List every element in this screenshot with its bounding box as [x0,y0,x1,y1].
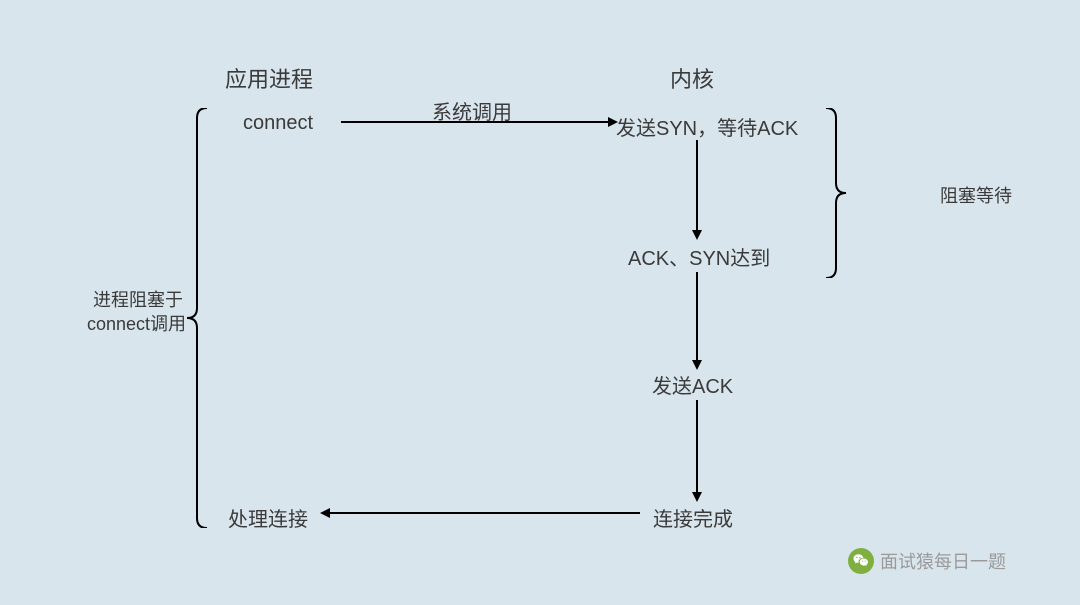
arrow-a5 [330,512,640,514]
wechat-icon [848,548,874,574]
diagram-canvas: 应用进程内核connect系统调用发送SYN，等待ACKACK、SYN达到发送A… [0,0,1080,605]
node-conn_done: 连接完成 [653,503,733,532]
node-kernel_title: 内核 [670,62,714,94]
node-send_syn_wait_ack: 发送SYN，等待ACK [616,112,798,141]
arrow-head-a3 [692,360,702,370]
watermark: 面试猿每日一题 [848,548,1006,574]
arrow-head-a2 [692,230,702,240]
arrow-a3 [696,272,698,360]
node-send_ack: 发送ACK [652,370,733,399]
arrow-a1 [341,121,608,123]
node-app_process_title: 应用进程 [225,62,313,94]
arrow-head-a4 [692,492,702,502]
node-ack_syn_arrive: ACK、SYN达到 [628,242,770,271]
arrow-head-a1 [608,117,618,127]
arrow-a4 [696,400,698,492]
arrow-head-a5 [320,508,330,518]
node-block_wait: 阻塞等待 [940,182,1012,208]
node-handle_conn: 处理连接 [228,503,308,532]
node-process_blocked_l2: connect调用 [87,310,186,336]
watermark-text: 面试猿每日一题 [880,548,1006,574]
brace-left-brace [185,108,207,528]
node-process_blocked_l1: 进程阻塞于 [93,286,183,312]
brace-right-brace [826,108,848,278]
arrow-a2 [696,140,698,230]
node-connect: connect [243,112,313,135]
